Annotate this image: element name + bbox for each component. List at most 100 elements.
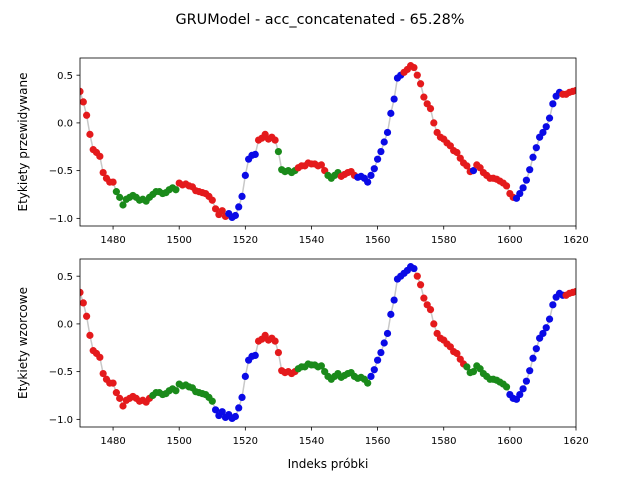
data-point-predicted bbox=[80, 98, 87, 106]
x-tick-label-reference: 1540 bbox=[299, 436, 324, 447]
axes-frame-predicted bbox=[80, 58, 576, 226]
data-point-predicted bbox=[529, 153, 537, 161]
data-point-reference bbox=[251, 351, 259, 360]
x-tick-label-reference: 1580 bbox=[431, 436, 456, 447]
x-tick-label-predicted: 1600 bbox=[497, 235, 522, 246]
data-point-reference bbox=[235, 404, 243, 412]
data-point-reference bbox=[539, 329, 547, 338]
data-point-predicted bbox=[413, 71, 421, 79]
data-point-predicted bbox=[112, 188, 120, 196]
data-point-reference bbox=[516, 390, 524, 399]
xlabel-reference: Indeks próbki bbox=[288, 457, 369, 471]
data-point-predicted bbox=[119, 201, 127, 209]
data-point-reference bbox=[317, 362, 325, 370]
data-point-reference bbox=[519, 385, 527, 393]
data-point-reference bbox=[542, 324, 550, 332]
data-point-reference bbox=[231, 412, 240, 421]
data-point-predicted bbox=[370, 165, 378, 173]
data-point-reference bbox=[383, 329, 392, 338]
data-point-predicted bbox=[99, 168, 107, 177]
data-point-reference bbox=[80, 288, 84, 297]
data-point-predicted bbox=[235, 203, 243, 211]
data-point-reference bbox=[370, 366, 378, 374]
data-point-predicted bbox=[116, 193, 124, 201]
data-point-reference bbox=[390, 296, 398, 304]
ylabel-predicted: Etykiety przewidywane bbox=[16, 73, 30, 212]
data-point-reference bbox=[172, 387, 180, 395]
ticks-reference: 1480 1500 1520 1540 1560 1580 1600 1620 0.5 0.0 −0… bbox=[49, 272, 589, 447]
x-tick-label-reference: 1500 bbox=[166, 436, 191, 447]
x-tick-label-reference: 1620 bbox=[563, 436, 588, 447]
data-point-reference bbox=[522, 377, 531, 385]
data-point-reference bbox=[112, 389, 120, 397]
data-point-reference bbox=[116, 394, 124, 402]
subplot-reference: 1480 1500 1520 1540 1560 1580 1600 1620 0.5 0.0 −0… bbox=[16, 258, 589, 471]
data-point-predicted bbox=[271, 136, 279, 144]
data-point-predicted bbox=[238, 192, 246, 201]
data-point-reference bbox=[96, 353, 104, 361]
data-point-reference bbox=[469, 368, 478, 376]
x-tick-label-reference: 1560 bbox=[365, 436, 390, 447]
data-point-predicted bbox=[374, 155, 382, 163]
plot-area-reference bbox=[80, 263, 576, 423]
x-tick-label-reference: 1600 bbox=[497, 436, 522, 447]
data-point-reference bbox=[453, 349, 461, 358]
data-point-predicted bbox=[367, 171, 375, 180]
data-point-reference bbox=[367, 372, 375, 381]
data-point-predicted bbox=[274, 147, 282, 156]
data-point-predicted bbox=[522, 176, 531, 184]
x-tick-label-reference: 1520 bbox=[233, 436, 258, 447]
data-point-reference bbox=[86, 331, 94, 339]
x-tick-label-predicted: 1580 bbox=[431, 235, 456, 246]
data-point-predicted bbox=[516, 189, 524, 198]
data-point-predicted bbox=[532, 144, 540, 152]
data-point-reference bbox=[99, 369, 107, 378]
data-point-predicted bbox=[387, 109, 395, 117]
data-point-reference bbox=[238, 393, 246, 402]
data-point-predicted bbox=[83, 111, 91, 119]
figure-suptitle: GRUModel - acc_concatenated - 65.28% bbox=[176, 12, 465, 28]
data-point-predicted bbox=[469, 167, 478, 175]
data-point-predicted bbox=[211, 205, 220, 213]
y-tick-label-reference: −0.5 bbox=[49, 367, 73, 378]
data-point-predicted bbox=[519, 184, 527, 192]
y-tick-label-reference: −1.0 bbox=[49, 415, 73, 426]
x-tick-label-predicted: 1500 bbox=[166, 235, 191, 246]
data-point-predicted bbox=[416, 80, 425, 88]
data-point-predicted bbox=[383, 128, 392, 137]
data-point-predicted bbox=[430, 119, 438, 127]
data-point-reference bbox=[241, 372, 249, 381]
data-point-predicted bbox=[549, 100, 557, 108]
data-point-reference bbox=[380, 339, 388, 347]
data-point-predicted bbox=[109, 178, 117, 186]
data-point-reference bbox=[463, 363, 471, 371]
data-point-predicted bbox=[86, 130, 94, 138]
data-point-reference bbox=[377, 348, 385, 357]
data-point-reference bbox=[572, 287, 576, 296]
data-point-predicted bbox=[426, 104, 435, 113]
axes-border-reference bbox=[79, 258, 577, 428]
y-tick-label-reference: 0.0 bbox=[57, 320, 73, 331]
data-point-predicted bbox=[572, 86, 576, 95]
data-point-predicted bbox=[526, 166, 534, 174]
y-tick-label-predicted: −0.5 bbox=[49, 166, 73, 177]
data-point-predicted bbox=[218, 207, 226, 215]
data-point-predicted bbox=[380, 138, 388, 146]
data-point-reference bbox=[549, 301, 557, 309]
data-point-predicted bbox=[251, 150, 259, 159]
y-tick-label-reference: 0.5 bbox=[57, 272, 73, 283]
data-point-predicted bbox=[390, 95, 398, 103]
x-tick-label-predicted: 1520 bbox=[233, 235, 258, 246]
data-point-reference bbox=[545, 315, 554, 323]
x-tick-label-predicted: 1480 bbox=[100, 235, 125, 246]
x-tick-label-reference: 1480 bbox=[100, 436, 125, 447]
data-point-predicted bbox=[539, 128, 547, 137]
axes-border-predicted bbox=[79, 57, 577, 227]
ticks-predicted: 1480 1500 1520 1540 1560 1580 1600 1620 0.5 0.0 −0… bbox=[49, 71, 589, 246]
x-tick-label-predicted: 1620 bbox=[563, 235, 588, 246]
y-tick-label-predicted: 0.5 bbox=[57, 71, 73, 82]
data-point-reference bbox=[109, 379, 117, 387]
data-point-predicted bbox=[241, 171, 249, 180]
